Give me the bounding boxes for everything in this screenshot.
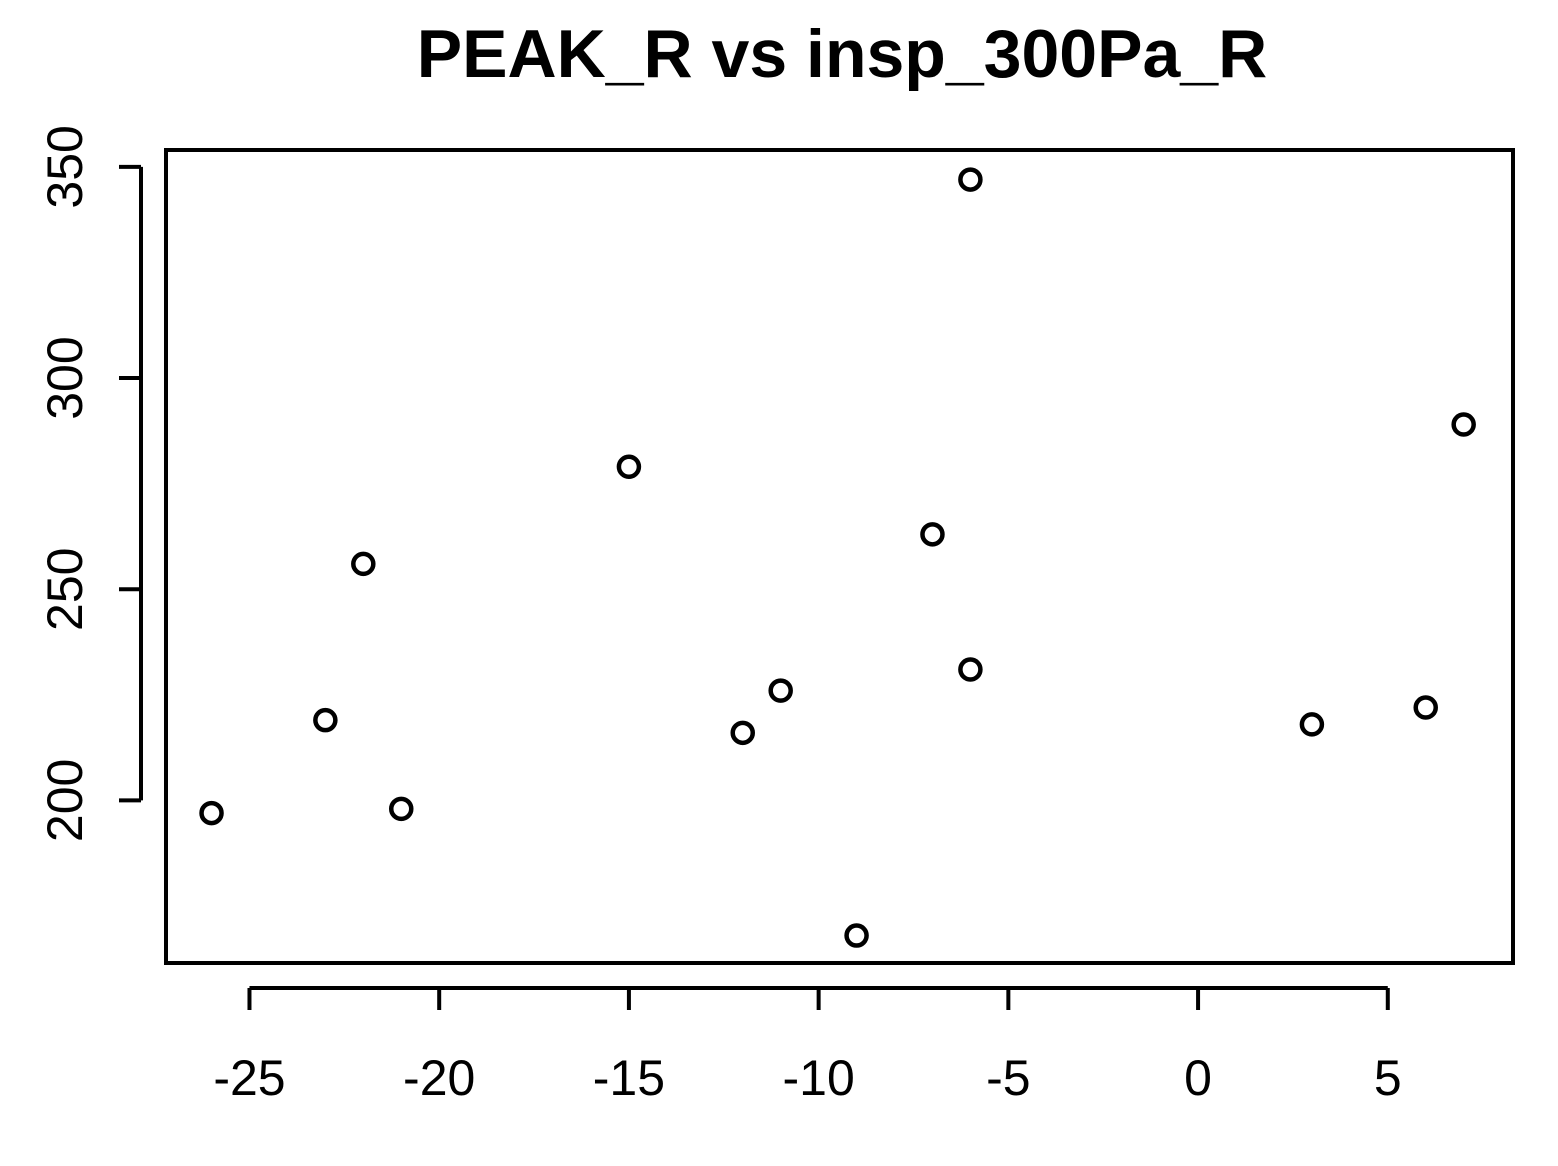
y-tick-label: 250 [37,548,93,631]
x-tick-label: -10 [782,1050,854,1106]
data-point [920,522,945,547]
data-point [1413,695,1438,720]
data-point [199,800,224,826]
data-point [768,678,793,703]
x-tick-label: -25 [213,1050,285,1106]
data-point [958,657,983,682]
data-point [844,923,869,948]
data-point [389,796,414,822]
y-axis: 200 250 300 350 [37,125,143,842]
y-tick-label: 300 [37,336,93,419]
x-tick-label: -20 [403,1050,475,1106]
data-point [730,720,755,746]
chart-title: PEAK_R vs insp_300Pa_R [417,16,1267,92]
x-tick-label: -5 [986,1050,1030,1106]
data-point [351,551,376,577]
y-tick-label: 350 [37,125,93,208]
x-tick-label: 5 [1374,1050,1402,1106]
y-tick-label: 200 [37,759,93,842]
x-axis: -25 -20 -15 -10 -5 0 5 [213,986,1402,1106]
plot-frame [164,148,1515,965]
data-points [199,167,1476,948]
data-point [958,167,983,192]
data-point [1299,712,1325,737]
x-tick-label: 0 [1184,1050,1212,1106]
x-tick-label: -15 [593,1050,665,1106]
data-point [1451,412,1476,437]
data-point [313,707,338,733]
data-point [616,454,642,480]
